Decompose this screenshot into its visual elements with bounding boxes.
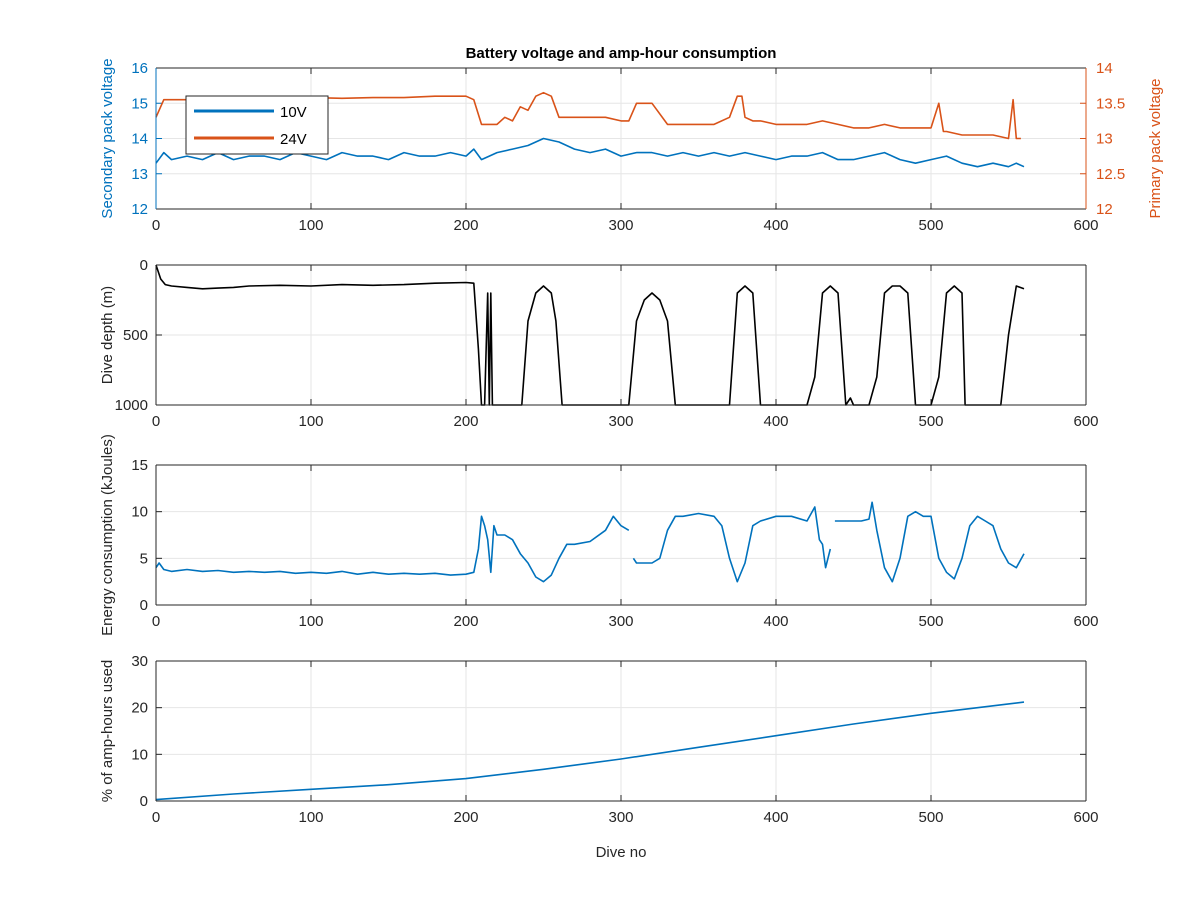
series-line-24V [155,91,1021,140]
x-tick-label: 300 [608,413,633,430]
x-tick-label: 500 [918,613,943,630]
y-right-tick-label: 14 [1096,60,1113,77]
x-tick-label: 600 [1073,413,1098,430]
y-tick-label: 16 [131,60,148,77]
x-tick-label: 300 [608,809,633,826]
y-right-tick-label: 12.5 [1096,166,1125,183]
x-tick-label: 400 [763,613,788,630]
x-tick-label: 500 [918,809,943,826]
y-axis-label: Secondary pack voltage [99,58,116,218]
y-right-tick-label: 13 [1096,131,1113,148]
x-tick-label: 300 [608,613,633,630]
chart-1: 0 100 200 300 400 500 60012131415161212.51313.… [99,45,1164,234]
x-tick-label: 0 [152,217,160,234]
y-tick-label: 500 [123,327,148,344]
y-right-axis-label: Primary pack voltage [1147,78,1164,218]
chart-4: 0 100 200 300 400 500 600 0 10 20 30 % of amp-hours… [99,653,1099,861]
series-line-1 [155,701,1025,801]
legend: 10V 24V [185,95,329,155]
x-tick-label: 200 [453,217,478,234]
y-tick-label: 5 [140,550,148,567]
y-axis-label: Energy consumption (kJoules) [99,434,116,636]
x-tick-label: 400 [763,809,788,826]
y-tick-label: 10 [131,746,148,763]
x-tick-label: 100 [298,217,323,234]
x-tick-label: 200 [453,613,478,630]
y-tick-label: 30 [131,653,148,670]
x-axis-label: Dive no [596,844,647,861]
y-axis-label: Dive depth (m) [99,286,116,384]
chart-2: 0 100 200 300 400 500 600 0 500 1000 Dive depth (m… [99,257,1099,430]
x-tick-label: 500 [918,413,943,430]
x-tick-label: 100 [298,613,323,630]
y-tick-label: 12 [131,201,148,218]
x-tick-label: 0 [152,809,160,826]
legend-box [185,95,329,155]
x-tick-label: 200 [453,809,478,826]
plots: 0 100 200 300 400 500 60012131415161212.51313.… [99,45,1164,861]
x-tick-label: 500 [918,217,943,234]
y-tick-label: 15 [131,95,148,112]
series-line-1 [155,501,1025,583]
y-tick-label: 0 [140,793,148,810]
y-tick-label: 15 [131,457,148,474]
x-tick-label: 300 [608,217,633,234]
x-tick-label: 0 [152,413,160,430]
x-tick-label: 200 [453,413,478,430]
y-tick-label: 13 [131,166,148,183]
chart-title: Battery voltage and amp-hour consumption [466,45,777,62]
y-tick-label: 14 [131,131,148,148]
x-tick-label: 600 [1073,613,1098,630]
x-tick-label: 600 [1073,217,1098,234]
y-tick-label: 20 [131,700,148,717]
x-tick-label: 100 [298,809,323,826]
x-tick-label: 0 [152,613,160,630]
legend-label-10V: 10V [280,104,307,121]
x-tick-label: 100 [298,413,323,430]
legend-label-24V: 24V [280,131,307,148]
series-line-1 [155,264,1025,406]
chart-3: 0 100 200 300 400 500 600 0 5 10 15 Energy consumpt… [99,434,1099,636]
y-tick-label: 1000 [115,397,148,414]
y-tick-label: 0 [140,257,148,274]
y-tick-label: 0 [140,597,148,614]
x-tick-label: 400 [763,217,788,234]
x-tick-label: 600 [1073,809,1098,826]
y-tick-label: 10 [131,504,148,521]
x-tick-label: 400 [763,413,788,430]
y-right-tick-label: 13.5 [1096,95,1125,112]
y-axis-label: % of amp-hours used [99,660,116,803]
y-right-tick-label: 12 [1096,201,1113,218]
